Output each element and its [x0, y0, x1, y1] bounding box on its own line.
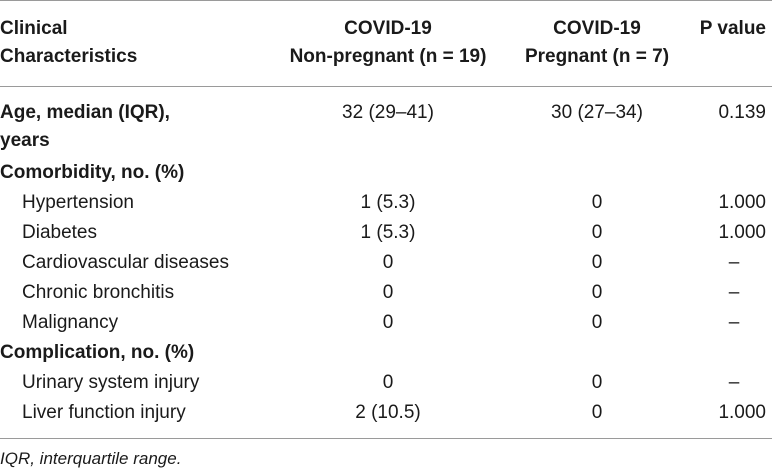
header-rule: [0, 86, 772, 87]
row-cardiovascular-label: Cardiovascular diseases: [22, 252, 229, 273]
row-malignancy-label: Malignancy: [22, 312, 119, 333]
row-diabetes-label: Diabetes: [22, 222, 97, 243]
row-liver-p: 1.000: [718, 402, 766, 423]
row-diabetes-nonpregnant: 1 (5.3): [360, 222, 416, 243]
row-chronic-bronchitis-pregnant: 0: [591, 282, 603, 303]
row-diabetes-pregnant: 0: [591, 222, 603, 243]
row-hypertension-p: 1.000: [718, 192, 766, 213]
row-hypertension-pregnant: 0: [591, 192, 603, 213]
row-urinary-nonpregnant: 0: [382, 372, 394, 393]
header-clinical-characteristics-line1: Clinical: [0, 18, 68, 39]
row-diabetes-p: 1.000: [718, 222, 766, 243]
row-malignancy-p: –: [728, 312, 740, 333]
row-chronic-bronchitis-label: Chronic bronchitis: [22, 282, 175, 303]
row-chronic-bronchitis-nonpregnant: 0: [382, 282, 394, 303]
row-cardiovascular-p: –: [728, 252, 740, 273]
table-footnote: IQR, interquartile range.: [0, 449, 182, 468]
row-urinary-p: –: [728, 372, 740, 393]
row-liver-nonpregnant: 2 (10.5): [355, 402, 421, 423]
header-non-pregnant-line1: COVID-19: [344, 18, 432, 39]
row-urinary-pregnant: 0: [591, 372, 603, 393]
table-bottom-rule: [0, 438, 772, 439]
header-non-pregnant-line2: Non-pregnant (n = 19): [289, 46, 487, 67]
header-clinical-characteristics-line2: Characteristics: [0, 46, 138, 67]
row-hypertension-label: Hypertension: [22, 192, 134, 213]
table-top-rule: [0, 0, 772, 1]
header-pregnant-line2: Pregnant (n = 7): [524, 46, 670, 67]
row-chronic-bronchitis-p: –: [728, 282, 740, 303]
row-liver-label: Liver function injury: [22, 402, 186, 423]
row-malignancy-nonpregnant: 0: [382, 312, 394, 333]
row-age-nonpregnant: 32 (29–41): [342, 102, 434, 123]
row-age-label-line2: years: [0, 130, 50, 151]
section-comorbidity: Comorbidity, no. (%): [0, 162, 185, 183]
row-age-label-line1: Age, median (IQR),: [0, 102, 170, 123]
row-cardiovascular-nonpregnant: 0: [382, 252, 394, 273]
header-pregnant-line1: COVID-19: [553, 18, 641, 39]
row-hypertension-nonpregnant: 1 (5.3): [360, 192, 416, 213]
row-urinary-label: Urinary system injury: [22, 372, 200, 393]
row-age-pregnant: 30 (27–34): [551, 102, 643, 123]
section-complication: Complication, no. (%): [0, 342, 195, 363]
row-malignancy-pregnant: 0: [591, 312, 603, 333]
row-liver-pregnant: 0: [591, 402, 603, 423]
header-p-value: P value: [699, 18, 766, 39]
row-age-p: 0.139: [718, 102, 766, 123]
row-cardiovascular-pregnant: 0: [591, 252, 603, 273]
